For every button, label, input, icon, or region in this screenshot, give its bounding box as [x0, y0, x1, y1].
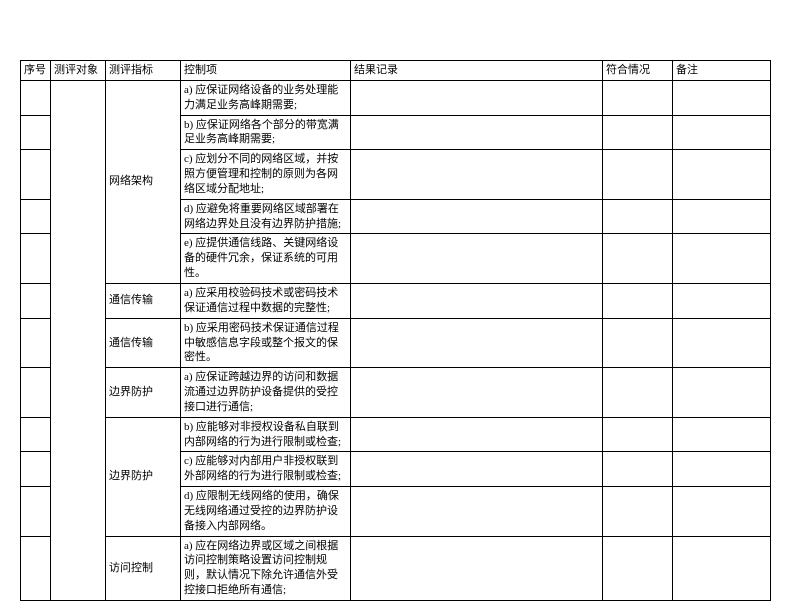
- cell-seq: [21, 80, 51, 115]
- cell-ind: 边界防护: [106, 368, 181, 418]
- cell-rec: [351, 536, 603, 600]
- cell-conf: [603, 115, 673, 150]
- cell-obj: [51, 80, 106, 600]
- cell-note: [673, 417, 771, 452]
- table-row: 通信传输a) 应采用校验码技术或密码技术保证通信过程中数据的完整性;: [21, 283, 771, 318]
- cell-rec: [351, 234, 603, 284]
- cell-note: [673, 536, 771, 600]
- cell-ind: 访问控制: [106, 536, 181, 600]
- cell-note: [673, 318, 771, 368]
- cell-ind: 通信传输: [106, 318, 181, 368]
- cell-seq: [21, 487, 51, 537]
- cell-seq: [21, 536, 51, 600]
- cell-rec: [351, 115, 603, 150]
- cell-ctrl: a) 应保证网络设备的业务处理能力满足业务高峰期需要;: [181, 80, 351, 115]
- cell-ind: 网络架构: [106, 80, 181, 283]
- cell-ctrl: b) 应采用密码技术保证通信过程中敏感信息字段或整个报文的保密性。: [181, 318, 351, 368]
- cell-ctrl: b) 应能够对非授权设备私自联到内部网络的行为进行限制或检查;: [181, 417, 351, 452]
- header-row: 序号 测评对象 测评指标 控制项 结果记录 符合情况 备注: [21, 61, 771, 81]
- cell-note: [673, 150, 771, 200]
- cell-note: [673, 368, 771, 418]
- cell-ctrl: a) 应采用校验码技术或密码技术保证通信过程中数据的完整性;: [181, 283, 351, 318]
- cell-ctrl: e) 应提供通信线路、关键网络设备的硬件冗余，保证系统的可用性。: [181, 234, 351, 284]
- cell-conf: [603, 234, 673, 284]
- col-obj: 测评对象: [51, 61, 106, 81]
- cell-note: [673, 283, 771, 318]
- cell-ctrl: c) 应能够对内部用户非授权联到外部网络的行为进行限制或检查;: [181, 452, 351, 487]
- table-row: 边界防护b) 应能够对非授权设备私自联到内部网络的行为进行限制或检查;: [21, 417, 771, 452]
- cell-seq: [21, 199, 51, 234]
- cell-rec: [351, 318, 603, 368]
- cell-conf: [603, 487, 673, 537]
- cell-conf: [603, 199, 673, 234]
- cell-conf: [603, 452, 673, 487]
- cell-seq: [21, 368, 51, 418]
- cell-conf: [603, 283, 673, 318]
- cell-rec: [351, 487, 603, 537]
- cell-note: [673, 80, 771, 115]
- table-row: 边界防护a) 应保证跨越边界的访问和数据流通过边界防护设备提供的受控接口进行通信…: [21, 368, 771, 418]
- cell-seq: [21, 234, 51, 284]
- cell-note: [673, 115, 771, 150]
- cell-conf: [603, 368, 673, 418]
- col-ctrl: 控制项: [181, 61, 351, 81]
- col-ind: 测评指标: [106, 61, 181, 81]
- cell-conf: [603, 417, 673, 452]
- cell-seq: [21, 318, 51, 368]
- cell-seq: [21, 283, 51, 318]
- cell-rec: [351, 199, 603, 234]
- cell-rec: [351, 368, 603, 418]
- cell-conf: [603, 150, 673, 200]
- col-rec: 结果记录: [351, 61, 603, 81]
- cell-note: [673, 452, 771, 487]
- cell-note: [673, 199, 771, 234]
- cell-seq: [21, 417, 51, 452]
- assessment-table: 序号 测评对象 测评指标 控制项 结果记录 符合情况 备注 网络架构a) 应保证…: [20, 60, 771, 601]
- cell-seq: [21, 452, 51, 487]
- cell-ctrl: a) 应在网络边界或区域之间根据访问控制策略设置访问控制规则，默认情况下除允许通…: [181, 536, 351, 600]
- cell-ctrl: c) 应划分不同的网络区域，并按照方便管理和控制的原则为各网络区域分配地址;: [181, 150, 351, 200]
- cell-conf: [603, 80, 673, 115]
- cell-note: [673, 487, 771, 537]
- cell-rec: [351, 80, 603, 115]
- cell-rec: [351, 283, 603, 318]
- cell-ctrl: d) 应限制无线网络的使用，确保无线网络通过受控的边界防护设备接入内部网络。: [181, 487, 351, 537]
- cell-seq: [21, 150, 51, 200]
- table-row: 网络架构a) 应保证网络设备的业务处理能力满足业务高峰期需要;: [21, 80, 771, 115]
- cell-ctrl: a) 应保证跨越边界的访问和数据流通过边界防护设备提供的受控接口进行通信;: [181, 368, 351, 418]
- cell-ctrl: b) 应保证网络各个部分的带宽满足业务高峰期需要;: [181, 115, 351, 150]
- cell-rec: [351, 150, 603, 200]
- cell-ctrl: d) 应避免将重要网络区域部署在网络边界处且没有边界防护措施;: [181, 199, 351, 234]
- cell-conf: [603, 318, 673, 368]
- col-conf: 符合情况: [603, 61, 673, 81]
- col-note: 备注: [673, 61, 771, 81]
- col-seq: 序号: [21, 61, 51, 81]
- cell-conf: [603, 536, 673, 600]
- cell-ind: 通信传输: [106, 283, 181, 318]
- cell-rec: [351, 417, 603, 452]
- table-body: 网络架构a) 应保证网络设备的业务处理能力满足业务高峰期需要;b) 应保证网络各…: [21, 80, 771, 600]
- cell-note: [673, 234, 771, 284]
- cell-rec: [351, 452, 603, 487]
- table-row: 通信传输b) 应采用密码技术保证通信过程中敏感信息字段或整个报文的保密性。: [21, 318, 771, 368]
- table-row: 访问控制a) 应在网络边界或区域之间根据访问控制策略设置访问控制规则，默认情况下…: [21, 536, 771, 600]
- cell-ind: 边界防护: [106, 417, 181, 536]
- cell-seq: [21, 115, 51, 150]
